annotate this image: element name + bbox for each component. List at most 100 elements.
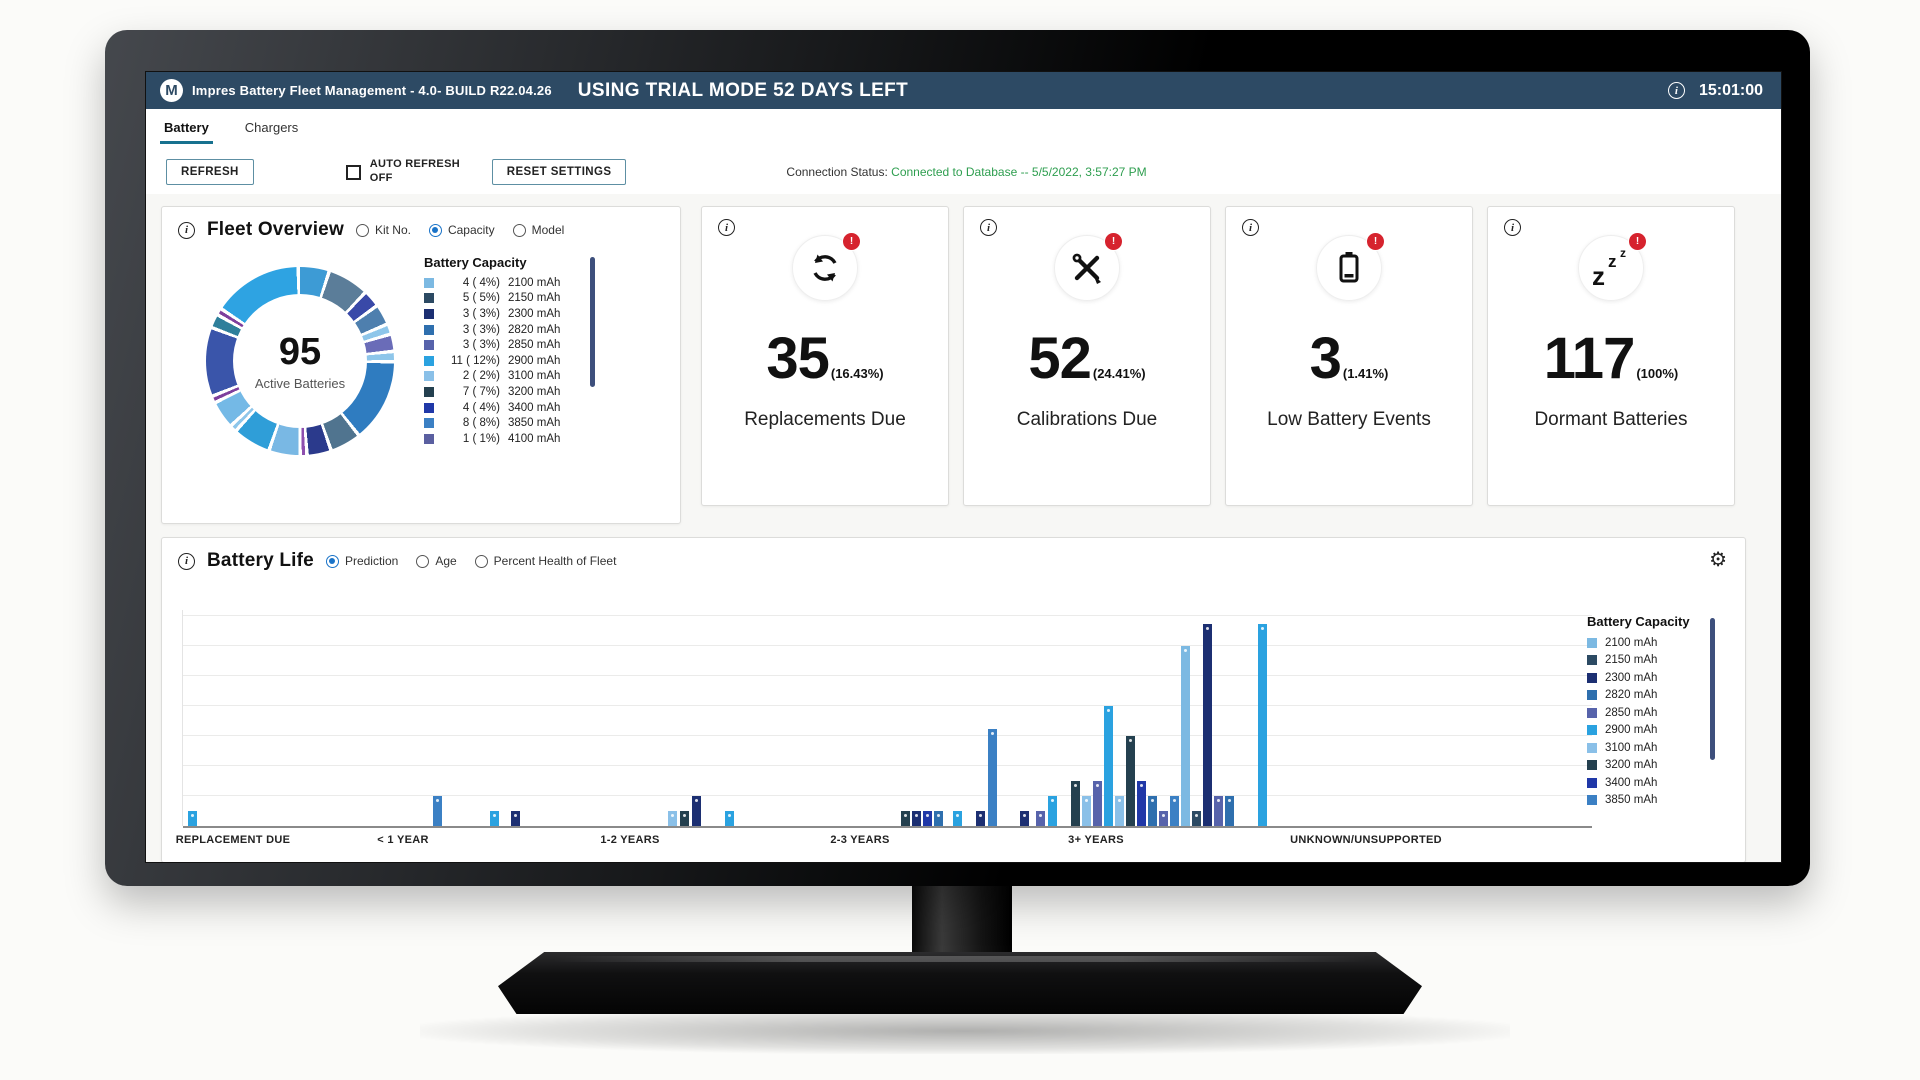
legend-item: 2100 mAh	[1587, 634, 1717, 652]
bar-2900mah[interactable]	[1048, 796, 1057, 826]
stat-value: 3 (1.41%)	[1309, 326, 1389, 391]
legend-item: 3100 mAh	[1587, 739, 1717, 757]
radio-icon	[512, 223, 526, 237]
tab-bar: Battery Chargers	[146, 109, 1781, 144]
radio-fleet-capacity[interactable]: Capacity	[428, 223, 495, 237]
radio-batterylife-prediction[interactable]: Prediction	[325, 554, 398, 568]
legend-scrollbar[interactable]	[590, 257, 595, 387]
x-axis	[183, 826, 1592, 828]
bar-2820mah[interactable]	[1225, 796, 1234, 826]
fleet-overview-title: Fleet Overview	[207, 219, 344, 240]
bar-2900mah[interactable]	[725, 811, 734, 826]
fleet-capacity-donut-chart[interactable]	[206, 267, 394, 455]
replacements-due-card: i! 35 (16.43%) Replacements Due	[701, 206, 949, 506]
legend-swatch-icon	[1587, 725, 1597, 736]
bar-3400mah[interactable]	[923, 811, 932, 826]
bar-2300mah[interactable]	[511, 811, 520, 826]
bar-3100mah[interactable]	[1115, 796, 1124, 826]
fleet-overview-card: i Fleet Overview Kit No. Capacity Model 95…	[161, 206, 681, 524]
radio-batterylife-percent-health-of-fleet[interactable]: Percent Health of Fleet	[474, 554, 616, 568]
radio-batterylife-age[interactable]: Age	[416, 554, 457, 568]
info-icon[interactable]: i	[1667, 82, 1685, 99]
legend-scrollbar[interactable]	[1710, 618, 1715, 760]
info-icon[interactable]: i	[178, 552, 195, 570]
reset-settings-button[interactable]: RESET SETTINGS	[491, 159, 627, 185]
bar-2850mah[interactable]	[1093, 781, 1102, 826]
legend-swatch-icon	[1587, 742, 1597, 753]
bar-2150mah[interactable]	[1192, 811, 1201, 826]
sleep-zzz-icon: z z z!	[1578, 232, 1647, 301]
info-icon[interactable]: i	[718, 219, 735, 236]
bar-3850mah[interactable]	[988, 728, 997, 826]
legend-item: 5 ( 5%) 2150 mAh	[424, 291, 584, 307]
bar-2900mah[interactable]	[953, 811, 962, 826]
connection-status-value: Connected to Database -- 5/5/2022, 3:57:…	[891, 165, 1147, 179]
bar-3200mah[interactable]	[1071, 781, 1080, 826]
legend-swatch-icon	[424, 418, 434, 429]
radio-fleet-model[interactable]: Model	[512, 223, 564, 237]
battery-icon: !	[1316, 232, 1385, 301]
bar-2300mah[interactable]	[1020, 811, 1029, 826]
legend-item: 2900 mAh	[1587, 722, 1717, 740]
bar-3400mah[interactable]	[1137, 781, 1146, 826]
bar-2900mah[interactable]	[490, 811, 499, 826]
bar-2900mah[interactable]	[1258, 623, 1267, 826]
legend-swatch-icon	[424, 402, 434, 413]
legend-swatch-icon	[1587, 690, 1597, 701]
settings-gear-icon[interactable]: ⚙	[1709, 549, 1727, 571]
bar-2300mah[interactable]	[692, 796, 701, 826]
bar-2820mah[interactable]	[1148, 796, 1157, 826]
bar-2900mah[interactable]	[188, 811, 197, 826]
bar-2900mah[interactable]	[1104, 706, 1113, 826]
bar-3200mah[interactable]	[1126, 736, 1135, 826]
fleet-overview-radio-group: Kit No. Capacity Model	[355, 223, 564, 237]
x-axis-label: REPLACEMENT DUE	[175, 834, 291, 846]
monitor-shadow	[420, 1008, 1510, 1054]
legend-item: 3400 mAh	[1587, 774, 1717, 792]
dashboard-content: i Fleet Overview Kit No. Capacity Model 95…	[146, 194, 1781, 862]
trial-mode-banner: USING TRIAL MODE 52 DAYS LEFT	[577, 79, 909, 101]
tab-battery[interactable]: Battery	[160, 120, 213, 144]
legend-swatch-icon	[1587, 795, 1597, 806]
bar-2100mah[interactable]	[1181, 646, 1190, 826]
auto-refresh-checkbox[interactable]	[345, 164, 361, 180]
bar-3200mah[interactable]	[901, 811, 910, 826]
bar-3100mah[interactable]	[668, 811, 677, 826]
legend-swatch-icon	[1587, 672, 1597, 683]
bar-2300mah[interactable]	[1203, 623, 1212, 826]
bar-2820mah[interactable]	[934, 811, 943, 826]
bar-3850mah[interactable]	[1170, 796, 1179, 826]
stat-label: Calibrations Due	[1016, 409, 1158, 430]
info-icon[interactable]: i	[1242, 219, 1259, 236]
legend-swatch-icon	[1587, 777, 1597, 788]
legend-item: 2 ( 2%) 3100 mAh	[424, 369, 584, 385]
radio-icon	[428, 223, 442, 237]
radio-fleet-kit-no-[interactable]: Kit No.	[355, 223, 411, 237]
legend-item: 7 ( 7%) 3200 mAh	[424, 384, 584, 400]
bar-3200mah[interactable]	[680, 811, 689, 826]
bar-3850mah[interactable]	[433, 796, 442, 826]
info-icon[interactable]: i	[1504, 219, 1521, 236]
battery-life-bar-chart[interactable]: REPLACEMENT DUE < 1 YEAR 1-2 YEARS 2-3 YEAR…	[176, 610, 1592, 846]
clock: 15:01:00	[1698, 81, 1763, 99]
info-icon[interactable]: i	[178, 221, 195, 239]
bar-2300mah[interactable]	[976, 811, 985, 826]
legend-item: 2820 mAh	[1587, 687, 1717, 705]
tab-chargers[interactable]: Chargers	[244, 120, 299, 135]
legend-swatch-icon	[424, 355, 434, 366]
legend-swatch-icon	[424, 308, 434, 319]
x-axis-label: 3+ YEARS	[1068, 834, 1124, 846]
bar-2850mah[interactable]	[1159, 811, 1168, 826]
refresh-button[interactable]: REFRESH	[166, 159, 254, 185]
info-icon[interactable]: i	[980, 219, 997, 236]
legend-swatch-icon	[1587, 655, 1597, 666]
legend-item: 3 ( 3%) 2300 mAh	[424, 306, 584, 322]
bar-2850mah[interactable]	[1036, 811, 1045, 826]
fleet-capacity-legend: Battery Capacity 4 ( 4%) 2100 mAh 5 ( 5%) 21…	[424, 255, 584, 447]
bar-2300mah[interactable]	[912, 811, 921, 826]
bar-2850mah[interactable]	[1214, 796, 1223, 826]
legend-title: Battery Capacity	[424, 255, 527, 270]
bar-3100mah[interactable]	[1082, 796, 1091, 826]
x-axis-label: 1-2 YEARS	[600, 834, 660, 846]
battery-life-card: i Battery Life Prediction Age Percent Heal…	[161, 537, 1746, 862]
